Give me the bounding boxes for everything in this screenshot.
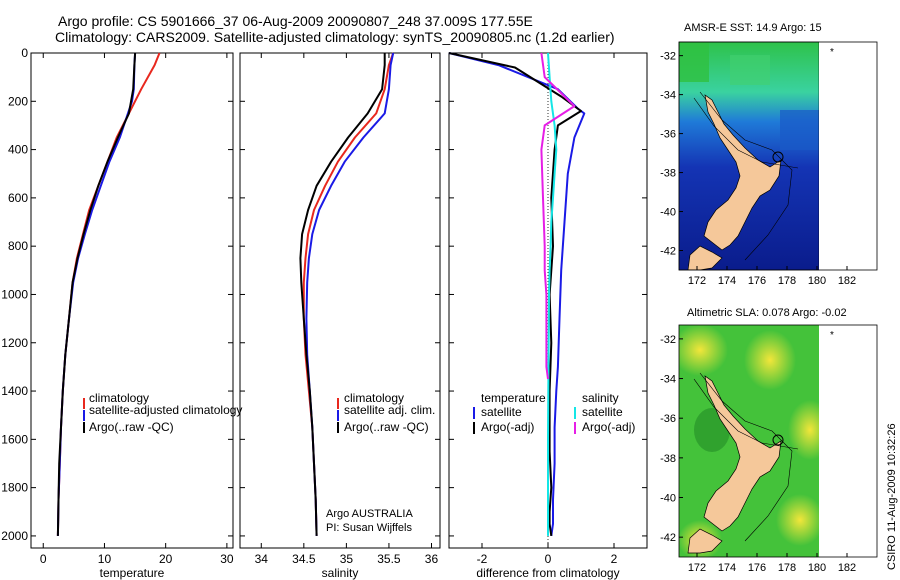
legend-satellite: satellite adj. clim. [344, 403, 435, 417]
sla-map-frame [678, 324, 878, 558]
map-x-tick-label: 176 [748, 562, 766, 574]
temperature-chart: 0 10 20 30 0 200 400 600 800 1000 1200 1400 1600 1800… [1, 46, 234, 580]
x-tick-label: 35.5 [377, 552, 401, 566]
legend-climatology: climatology [344, 391, 404, 405]
map-y-tick-label: -40 [660, 493, 676, 505]
pi-label: PI: Susan Wijffels [326, 522, 412, 534]
map-x-tick-label: 178 [778, 275, 796, 287]
sst-map: AMSR-E SST: 14.9 Argo: 15 * [678, 22, 878, 271]
y-tick-label: 200 [8, 94, 28, 108]
x-tick-label: 20 [159, 552, 173, 566]
sst-map-title: AMSR-E SST: 14.9 Argo: 15 [684, 22, 822, 34]
y-tick-label: 400 [8, 143, 28, 157]
map-x-tick-label: 172 [688, 562, 706, 574]
x-tick-label: 2 [611, 552, 618, 566]
map-x-tick-label: 180 [808, 275, 826, 287]
map-x-tick-label: 180 [808, 562, 826, 574]
series-line-3 [540, 52, 576, 380]
map-x-tick-label: 176 [748, 275, 766, 287]
x-tick-label: 0 [40, 552, 47, 566]
timestamp-stamp: CSIRO 11-Aug-2009 10:32:26 [886, 423, 898, 570]
y-tick-label: 1800 [1, 481, 28, 495]
legend-sal-satellite: satellite [582, 405, 623, 419]
series-line-2 [299, 53, 386, 536]
map-x-tick-label: 182 [838, 275, 856, 287]
map-y-tick-label: -32 [660, 334, 676, 346]
x-tick-label: 30 [220, 552, 234, 566]
float-marker [772, 151, 784, 163]
map-y-tick-label: -32 [660, 51, 676, 63]
series-line-0 [56, 52, 161, 536]
star-marker: * [830, 330, 834, 341]
sla-map: Altimetric SLA: 0.078 Argo: -0.02 * [678, 307, 878, 558]
x-tick-label: 35 [340, 552, 354, 566]
x-tick-label: -2 [477, 552, 488, 566]
map-y-tick-label: -34 [660, 90, 676, 102]
legend-salinity-head: salinity [582, 391, 619, 405]
map-y-tick-label: -42 [660, 532, 676, 544]
header-line1: Argo profile: CS 5901666_37 06-Aug-2009 … [58, 13, 533, 29]
series-line-1 [305, 52, 395, 536]
y-tick-label: 0 [21, 46, 28, 60]
header-line2: Climatology: CARS2009. Satellite-adjuste… [55, 29, 615, 45]
x-tick-label: 0 [545, 552, 552, 566]
y-tick-label: 800 [8, 239, 28, 253]
difference-xlabel: difference from climatology [476, 566, 619, 580]
salinity-axes-frame [239, 52, 441, 549]
salinity-legend: climatology satellite adj. clim. Argo(..… [337, 391, 435, 434]
map-y-tick-label: -40 [660, 207, 676, 219]
sla_map-ticks: 172 174 176 178 180 182 -32 -34 -36 -38 -40 -42 [660, 334, 856, 574]
legend-satellite: satellite-adjusted climatology [89, 403, 242, 417]
salinity-xlabel: salinity [322, 566, 359, 580]
series-line-0 [448, 52, 586, 537]
map-y-tick-label: -34 [660, 374, 676, 386]
agency-label: Argo AUSTRALIA [326, 508, 413, 520]
temperature-xlabel: temperature [100, 566, 165, 580]
y-tick-label: 1400 [1, 384, 28, 398]
legend-temp-satellite: satellite [481, 405, 522, 419]
map-y-tick-label: -42 [660, 246, 676, 258]
y-tick-label: 1600 [1, 432, 28, 446]
series-line-0 [302, 52, 395, 536]
float-marker [772, 434, 784, 446]
map-x-tick-label: 174 [718, 275, 736, 287]
map-y-tick-label: -36 [660, 129, 676, 141]
map-y-tick-label: -38 [660, 168, 676, 180]
y-tick-label: 600 [8, 191, 28, 205]
map-y-tick-label: -38 [660, 453, 676, 465]
temperature-legend: climatology satellite-adjusted climatolo… [83, 391, 242, 434]
y-tick-label: 2000 [1, 529, 28, 543]
map-x-tick-label: 174 [718, 562, 736, 574]
legend-argo: Argo(..raw -QC) [344, 420, 429, 434]
temperature-axes-frame [30, 52, 234, 549]
x-tick-label: 10 [98, 552, 112, 566]
legend-climatology: climatology [89, 391, 149, 405]
map-x-tick-label: 178 [778, 562, 796, 574]
y-tick-label: 1200 [1, 336, 28, 350]
map-x-tick-label: 182 [838, 562, 856, 574]
x-tick-label: 34.5 [292, 552, 316, 566]
salinity-chart: 34 34.5 35 35.5 36 salinity [239, 52, 441, 580]
legend-temp-argo: Argo(-adj) [481, 420, 534, 434]
sla-map-title: Altimetric SLA: 0.078 Argo: -0.02 [687, 307, 847, 319]
legend-argo: Argo(..raw -QC) [89, 420, 174, 434]
y-tick-label: 1000 [1, 287, 28, 301]
star-marker: * [830, 47, 834, 58]
map-y-tick-label: -36 [660, 413, 676, 425]
profile-panels: 0 10 20 30020040060080010001200140016001800… [1, 46, 648, 580]
legend-sal-argo: Argo(-adj) [582, 420, 635, 434]
sst_map-ticks: 172 174 176 178 180 182 -32 -34 -36 -38 -40 -42 [660, 51, 856, 287]
sst-map-frame [678, 41, 878, 271]
legend-temperature-head: temperature [481, 391, 546, 405]
x-tick-label: 34 [255, 552, 269, 566]
series-line-2 [56, 52, 137, 536]
series-line-2 [547, 52, 558, 536]
difference-legend: temperature satellite Argo(-adj) salinit… [473, 391, 635, 434]
map-x-tick-label: 172 [688, 275, 706, 287]
x-tick-label: 36 [425, 552, 439, 566]
